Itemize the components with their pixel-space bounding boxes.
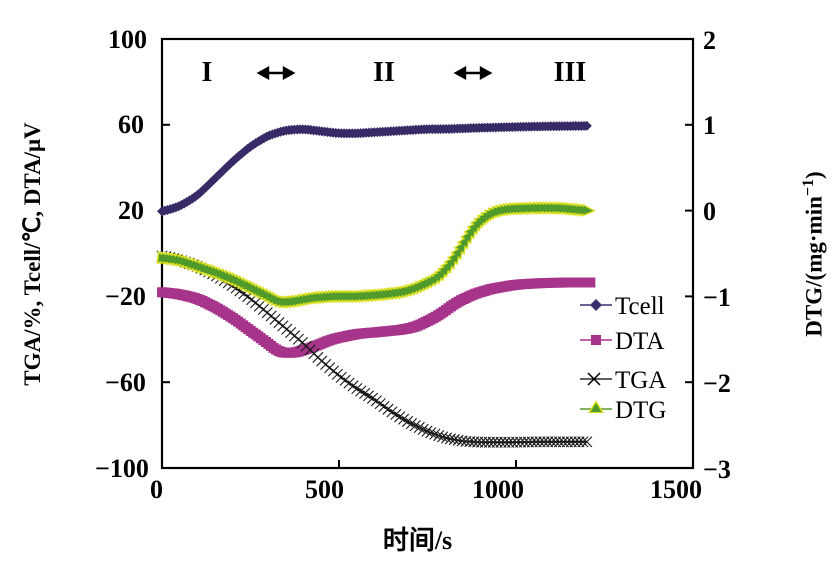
- svg-text:I: I: [202, 57, 213, 88]
- svg-text:DTA: DTA: [615, 328, 664, 355]
- svg-text:Tcell: Tcell: [615, 293, 665, 320]
- svg-text:DTG: DTG: [615, 397, 666, 424]
- svg-text:TGA: TGA: [615, 367, 666, 394]
- svg-text:III: III: [554, 57, 587, 88]
- svg-text:II: II: [373, 57, 395, 88]
